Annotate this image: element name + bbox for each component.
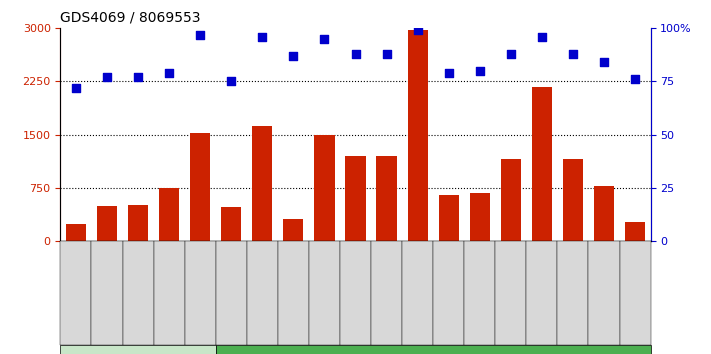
Point	[536, 34, 547, 40]
Bar	[439, 195, 459, 241]
Point	[257, 34, 268, 40]
Bar	[563, 159, 583, 241]
Bar	[314, 135, 335, 241]
Point	[474, 68, 486, 74]
Point	[132, 74, 144, 80]
Point	[598, 59, 609, 65]
Point	[350, 51, 361, 57]
Point	[319, 36, 330, 42]
Bar	[346, 156, 365, 241]
Point	[225, 79, 237, 84]
Point	[164, 70, 175, 76]
Point	[505, 51, 516, 57]
Bar	[190, 133, 210, 241]
Point	[443, 70, 454, 76]
Bar	[532, 87, 552, 241]
Bar	[501, 159, 521, 241]
Point	[288, 53, 299, 59]
Point	[567, 51, 579, 57]
Bar	[128, 205, 148, 241]
Bar	[594, 186, 614, 241]
Bar	[376, 156, 397, 241]
Bar	[252, 126, 272, 241]
Text: GDS4069 / 8069553: GDS4069 / 8069553	[60, 10, 201, 24]
Point	[629, 76, 641, 82]
Point	[381, 51, 392, 57]
Point	[102, 74, 113, 80]
Bar	[470, 193, 490, 241]
Bar	[407, 30, 428, 241]
Bar	[221, 207, 241, 241]
Point	[412, 28, 423, 33]
Bar	[66, 224, 86, 241]
Point	[195, 32, 206, 38]
Bar	[625, 222, 645, 241]
Bar	[159, 188, 179, 241]
Point	[70, 85, 82, 91]
Bar	[283, 219, 304, 241]
Bar	[97, 206, 117, 241]
